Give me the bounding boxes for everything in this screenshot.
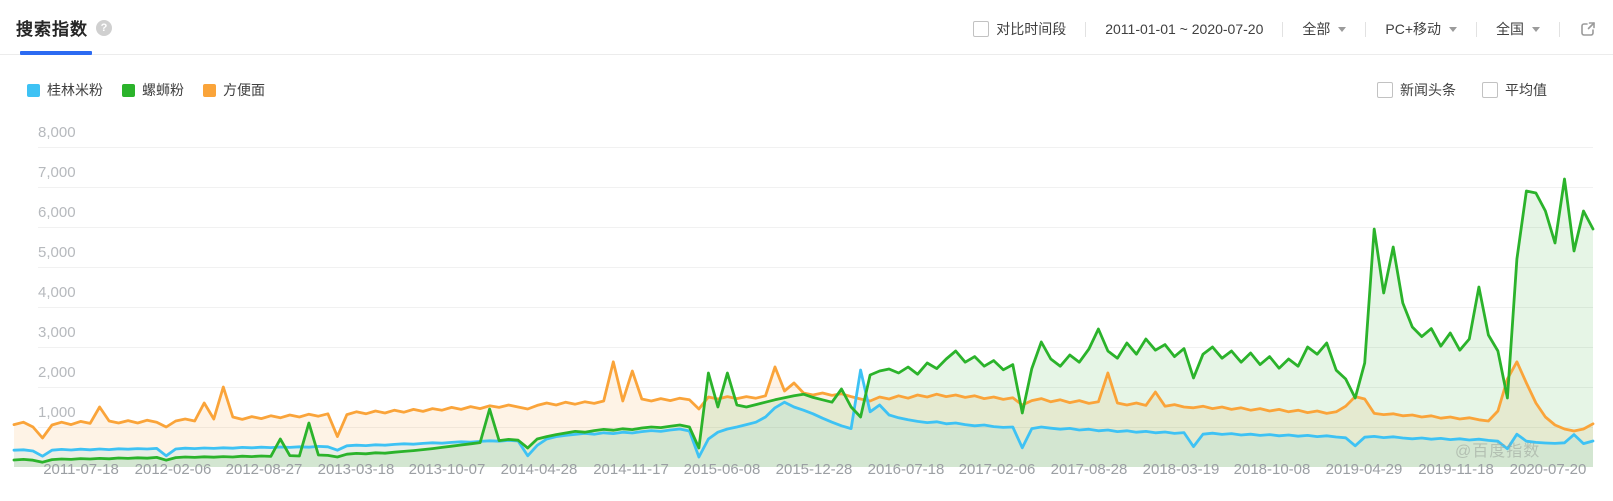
divider — [1559, 21, 1560, 37]
checkbox-icon[interactable] — [1377, 82, 1393, 98]
gridline — [38, 187, 1593, 188]
external-link-button[interactable] — [1579, 20, 1597, 38]
scope-dropdown-value: 全部 — [1302, 21, 1331, 37]
checkbox-icon[interactable] — [1482, 82, 1498, 98]
gridline — [38, 347, 1593, 348]
y-tick-label: 4,000 — [38, 284, 76, 301]
header-divider — [0, 54, 1613, 55]
legend-item-fangbianmian[interactable]: 方便面 — [203, 80, 265, 100]
legend-item-guilinmifen[interactable]: 桂林米粉 — [27, 80, 103, 100]
gridline — [38, 227, 1593, 228]
y-tick-label: 8,000 — [38, 124, 76, 141]
chart-legend: 桂林米粉 螺蛳粉 方便面 — [27, 80, 265, 100]
chevron-down-icon — [1532, 26, 1540, 32]
y-tick-label: 6,000 — [38, 204, 76, 221]
legend-swatch — [122, 83, 135, 97]
y-tick-label: 2,000 — [38, 364, 76, 381]
legend-item-luosifen[interactable]: 螺蛳粉 — [122, 80, 184, 100]
x-tick-label: 2014-04-28 — [500, 461, 578, 478]
chevron-down-icon — [1338, 26, 1347, 32]
y-tick-label: 5,000 — [38, 244, 76, 261]
legend-swatch — [27, 83, 40, 97]
region-dropdown-value: 全国 — [1496, 21, 1524, 37]
x-tick-label: 2012-08-27 — [225, 461, 303, 478]
gridline — [38, 147, 1593, 148]
x-tick-label: 2017-08-28 — [1050, 461, 1128, 478]
x-tick-label: 2014-11-17 — [593, 461, 669, 478]
y-tick-label: 3,000 — [38, 324, 76, 341]
gridline — [38, 387, 1593, 388]
chevron-down-icon — [1449, 26, 1457, 32]
x-tick-label: 2018-10-08 — [1233, 461, 1311, 478]
x-tick-label: 2015-12-28 — [775, 461, 853, 478]
date-range-value: 2011-01-01 ~ 2020-07-20 — [1105, 21, 1264, 37]
page-title: 搜索指数 — [16, 20, 88, 39]
gridline — [38, 427, 1593, 428]
x-tick-label: 2019-11-18 — [1418, 461, 1494, 478]
active-tab-underline — [20, 51, 92, 55]
x-tick-label: 2012-02-06 — [134, 461, 212, 478]
scope-dropdown[interactable]: 全部 — [1302, 19, 1347, 39]
legend-label: 桂林米粉 — [47, 82, 103, 98]
toolbar: 对比时间段 2011-01-01 ~ 2020-07-20 全部 PC+移动 全… — [973, 17, 1597, 41]
divider — [1365, 21, 1367, 37]
x-tick-label: 2016-07-18 — [867, 461, 945, 478]
date-range-picker[interactable]: 2011-01-01 ~ 2020-07-20 — [1105, 21, 1263, 37]
checkbox-icon[interactable] — [973, 21, 990, 37]
device-dropdown-value: PC+移动 — [1385, 21, 1441, 37]
average-checkbox[interactable]: 平均值 — [1482, 80, 1547, 100]
series-area-螺蛳粉 — [14, 179, 1593, 467]
x-tick-label: 2015-06-08 — [683, 461, 761, 478]
overlay-toggles: 新闻头条 平均值 — [1377, 80, 1547, 100]
series-area-桂林米粉 — [14, 370, 1593, 467]
divider — [1085, 21, 1087, 37]
help-icon[interactable]: ? — [96, 19, 112, 36]
header: 搜索指数 ? — [16, 15, 112, 40]
legend-swatch — [203, 83, 216, 97]
x-tick-label: 2019-04-29 — [1325, 461, 1403, 478]
x-tick-label: 2011-07-18 — [43, 461, 119, 478]
average-label: 平均值 — [1505, 82, 1547, 98]
news-headlines-label: 新闻头条 — [1400, 82, 1456, 98]
x-tick-label: 2013-03-18 — [317, 461, 395, 478]
external-link-icon — [1581, 22, 1595, 36]
x-tick-label: 2013-10-07 — [408, 461, 486, 478]
compare-period-label: 对比时间段 — [996, 21, 1067, 37]
x-tick-label: 2017-02-06 — [958, 461, 1036, 478]
series-line-螺蛳粉 — [12, 177, 1595, 464]
legend-label: 方便面 — [223, 82, 265, 98]
compare-period-checkbox[interactable]: 对比时间段 — [973, 19, 1066, 39]
divider — [1282, 21, 1284, 37]
news-headlines-checkbox[interactable]: 新闻头条 — [1377, 80, 1456, 100]
gridline — [38, 307, 1593, 308]
gridline — [38, 267, 1593, 268]
region-dropdown[interactable]: 全国 — [1496, 19, 1540, 39]
y-tick-label: 1,000 — [38, 404, 76, 421]
device-dropdown[interactable]: PC+移动 — [1385, 19, 1457, 39]
divider — [1476, 21, 1477, 37]
legend-label: 螺蛳粉 — [142, 82, 184, 98]
x-tick-label: 2020-07-20 — [1509, 461, 1587, 478]
x-tick-label: 2018-03-19 — [1142, 461, 1220, 478]
y-tick-label: 7,000 — [38, 164, 76, 181]
